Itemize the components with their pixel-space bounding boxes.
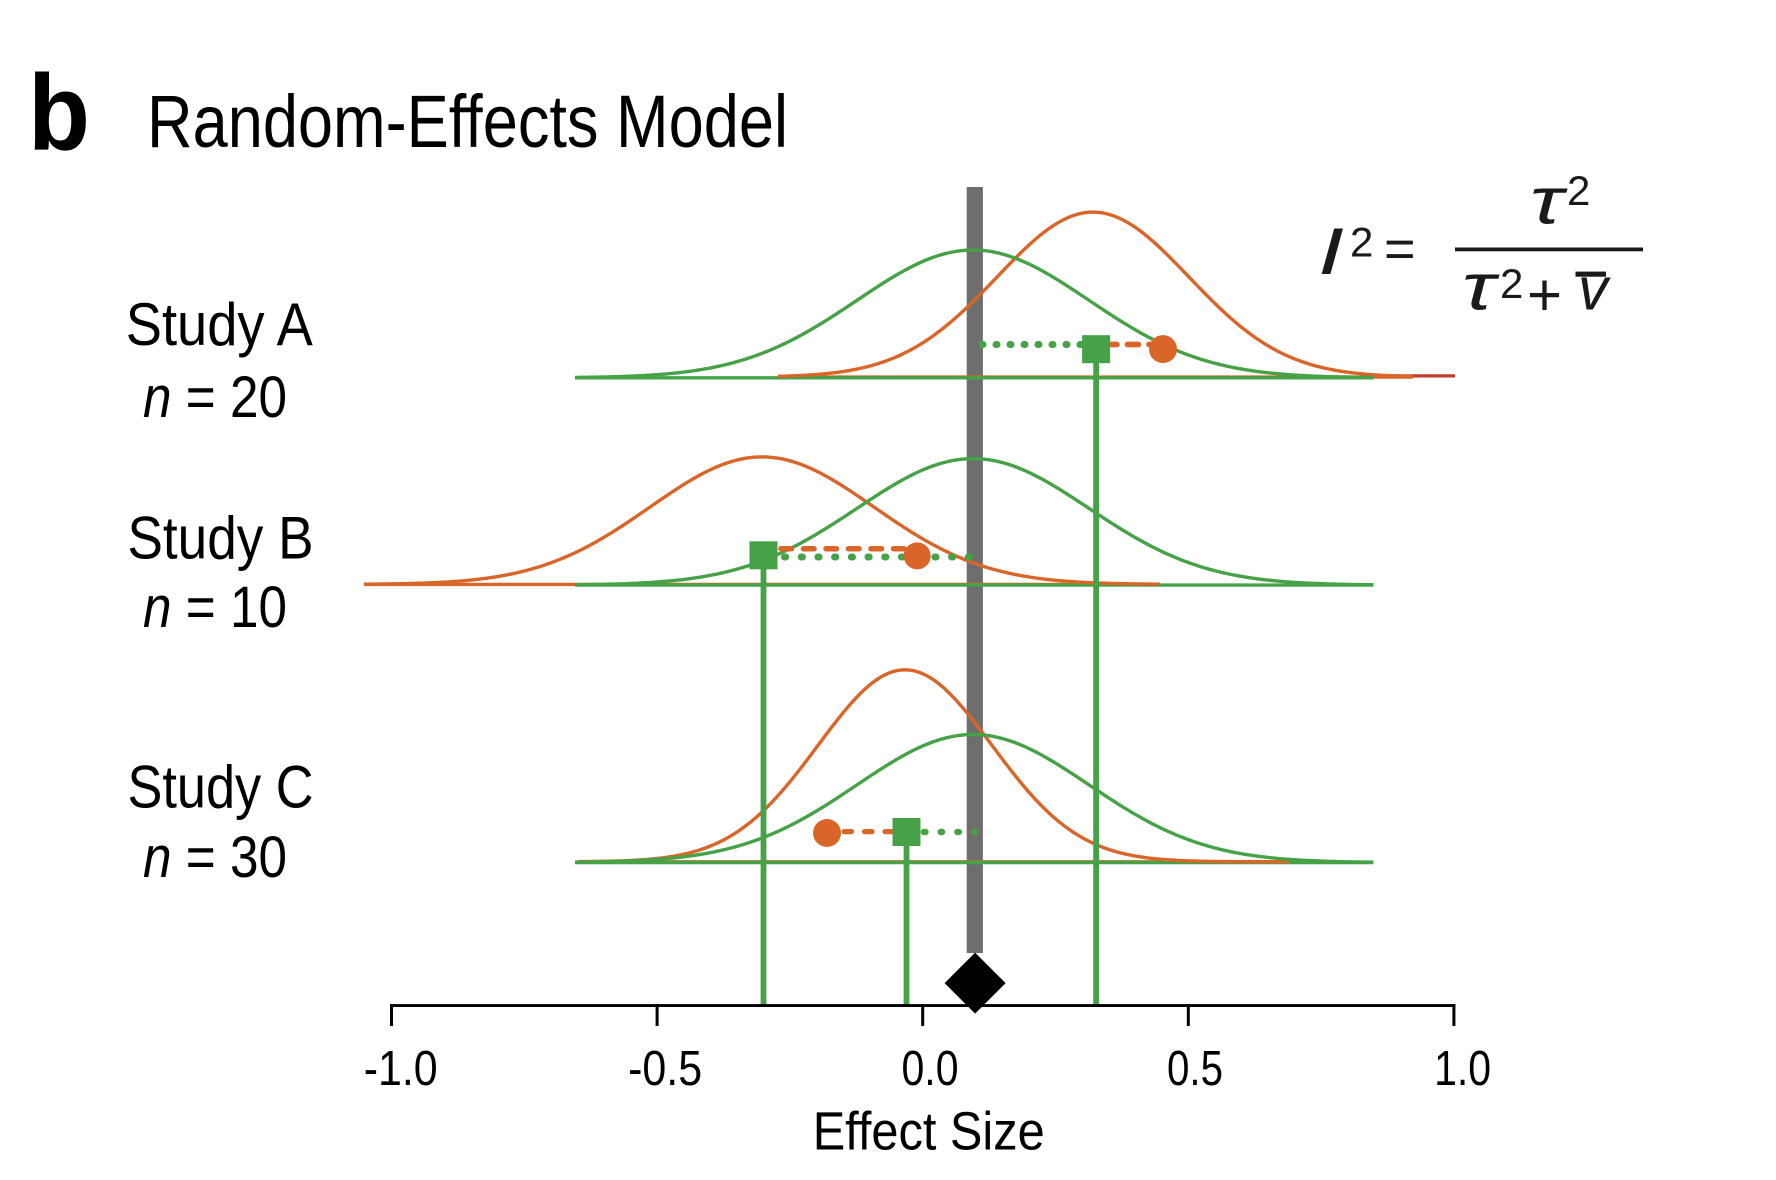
svg-text:n = 10: n = 10 (143, 575, 287, 640)
svg-text:v: v (1578, 256, 1611, 323)
svg-text:2: 2 (1500, 260, 1523, 307)
svg-text:0.5: 0.5 (1167, 1042, 1223, 1096)
svg-text:1.0: 1.0 (1434, 1042, 1491, 1096)
svg-text:-0.5: -0.5 (628, 1042, 702, 1096)
svg-text:τ: τ (1462, 250, 1501, 324)
svg-text:Effect Size: Effect Size (813, 1102, 1045, 1162)
svg-text:I: I (1318, 214, 1344, 288)
svg-text:2: 2 (1567, 167, 1590, 214)
svg-text:-1.0: -1.0 (364, 1042, 438, 1096)
svg-text:Study B: Study B (128, 504, 314, 571)
svg-text:Study C: Study C (128, 754, 314, 821)
svg-text:Study A: Study A (126, 291, 313, 358)
svg-text:n = 30: n = 30 (143, 825, 287, 890)
svg-text:=: = (1384, 219, 1416, 279)
svg-text:2: 2 (1350, 218, 1373, 265)
svg-text:b: b (28, 52, 90, 173)
svg-text:n = 20: n = 20 (143, 365, 287, 430)
svg-text:+: + (1527, 262, 1562, 329)
svg-text:0.0: 0.0 (902, 1042, 959, 1096)
svg-text:Random-Effects Model: Random-Effects Model (147, 80, 788, 163)
svg-text:τ: τ (1530, 164, 1569, 238)
